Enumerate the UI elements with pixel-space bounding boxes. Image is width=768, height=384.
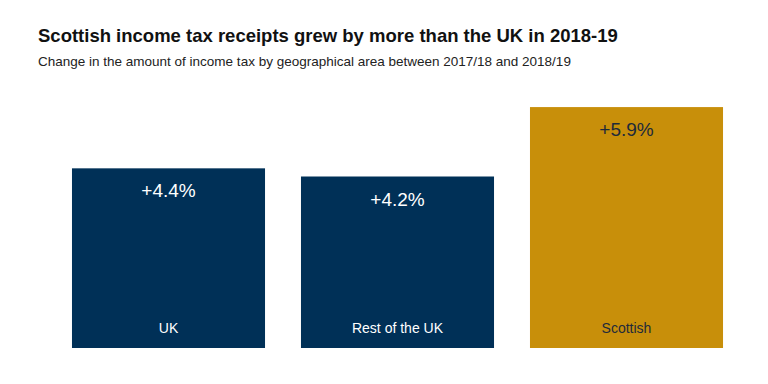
bar <box>530 107 723 348</box>
category-label: UK <box>159 320 179 336</box>
chart: Scottish income tax receipts grew by mor… <box>0 0 768 384</box>
page: {"chart_data": {"type": "bar", "title": … <box>0 0 768 384</box>
bar <box>301 177 494 349</box>
bar <box>72 168 265 348</box>
data-label: +5.9% <box>599 119 654 140</box>
category-label: Scottish <box>602 320 652 336</box>
title: Scottish income tax receipts grew by mor… <box>38 25 618 46</box>
category-label: Rest of the UK <box>352 320 444 336</box>
labels: +4.4% UK +4.2% Rest of the UK +5.9% Scottish <box>141 119 654 336</box>
data-label: +4.2% <box>370 189 425 210</box>
subtitle: Change in the amount of income tax by ge… <box>38 54 571 69</box>
bars <box>72 107 723 348</box>
data-label: +4.4% <box>141 180 196 201</box>
